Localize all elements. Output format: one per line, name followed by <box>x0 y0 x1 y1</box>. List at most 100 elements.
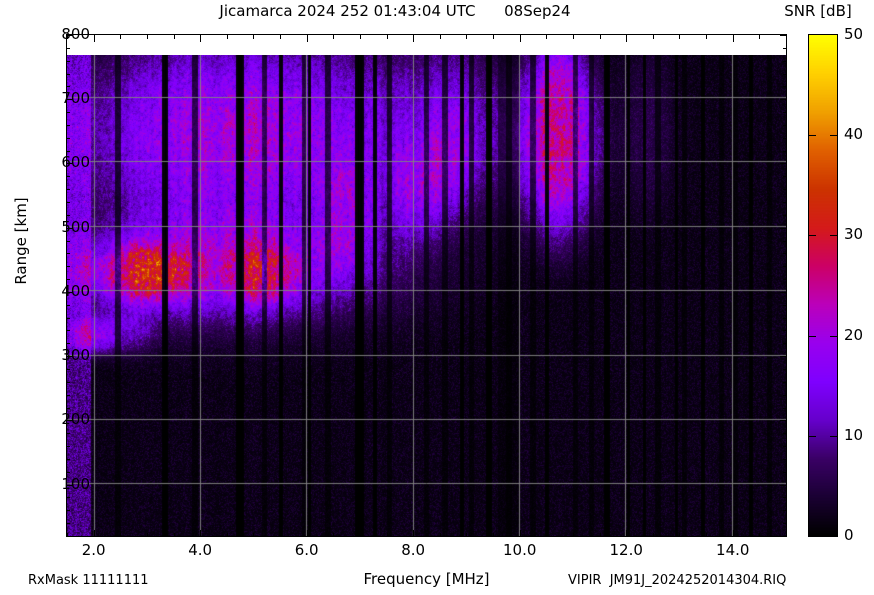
y-tick-minor <box>66 279 70 281</box>
y-tick-mark <box>780 99 787 101</box>
y-tick-minor <box>783 510 787 512</box>
colorbar-gradient <box>809 35 837 536</box>
y-tick-mark <box>66 356 73 358</box>
y-tick-minor <box>783 446 787 448</box>
y-tick-minor <box>66 112 70 114</box>
y-tick-minor <box>783 112 787 114</box>
y-tick-minor <box>66 86 70 88</box>
y-tick-minor <box>783 137 787 139</box>
x-tick-minor <box>173 35 175 39</box>
y-tick-mark <box>780 291 787 293</box>
x-tick-minor <box>439 533 441 537</box>
x-tick-mark <box>732 35 734 42</box>
y-tick-mark <box>66 227 73 229</box>
y-tick-minor <box>783 253 787 255</box>
colorbar[interactable] <box>808 34 838 537</box>
y-axis-label: Range [km] <box>12 197 30 285</box>
x-tick-minor <box>599 533 601 537</box>
colorbar-title: SNR [dB] <box>784 2 852 20</box>
y-tick-minor <box>783 73 787 75</box>
colorbar-tick-mark <box>830 335 837 337</box>
y-tick-mark <box>66 163 73 165</box>
y-tick-minor <box>66 317 70 319</box>
y-tick-minor <box>66 369 70 370</box>
plot-area[interactable] <box>66 34 787 537</box>
x-tick-mark <box>413 35 415 42</box>
x-tick-mark <box>93 35 95 42</box>
y-tick-label: 600 <box>61 153 90 172</box>
y-tick-mark <box>780 356 787 358</box>
colorbar-tick-label: 40 <box>844 125 864 144</box>
y-tick-mark <box>66 420 73 422</box>
x-tick-minor <box>759 533 761 537</box>
page-title: Jicamarca 2024 252 01:43:04 UTC 08Sep24 <box>219 2 571 20</box>
colorbar-tick-mark <box>809 235 816 237</box>
x-tick-minor <box>466 533 468 537</box>
x-tick-label: 14.0 <box>716 541 750 559</box>
y-tick-mark <box>66 35 73 36</box>
y-tick-minor <box>66 60 70 62</box>
ionogram-heatmap <box>67 55 786 536</box>
x-tick-mark <box>93 530 95 537</box>
colorbar-tick-mark <box>830 435 837 437</box>
y-tick-label: 100 <box>61 474 90 493</box>
x-tick-label: 4.0 <box>188 541 213 559</box>
x-tick-minor <box>386 533 388 537</box>
y-tick-minor <box>783 523 787 525</box>
x-tick-mark <box>626 530 628 537</box>
x-tick-minor <box>386 35 388 39</box>
y-tick-mark <box>66 484 73 486</box>
y-tick-mark <box>66 99 73 101</box>
y-tick-minor <box>783 471 787 473</box>
y-tick-minor <box>66 510 70 512</box>
x-tick-minor <box>280 533 282 537</box>
y-tick-minor <box>66 176 70 178</box>
y-tick-minor <box>66 497 70 499</box>
y-tick-minor <box>66 458 70 460</box>
y-tick-minor <box>783 279 787 281</box>
x-tick-minor <box>706 533 708 537</box>
y-tick-minor <box>783 189 787 191</box>
y-tick-minor <box>783 433 787 435</box>
y-tick-minor <box>66 266 70 268</box>
y-tick-minor <box>783 202 787 203</box>
y-tick-label: 200 <box>61 410 90 429</box>
x-tick-minor <box>493 533 495 537</box>
y-tick-mark <box>780 227 787 229</box>
x-tick-minor <box>226 533 228 537</box>
y-tick-minor <box>66 394 70 396</box>
x-tick-minor <box>173 533 175 537</box>
y-tick-minor <box>66 73 70 75</box>
x-tick-minor <box>120 533 122 537</box>
x-tick-minor <box>759 35 761 39</box>
y-tick-minor <box>66 202 70 203</box>
y-tick-label: 700 <box>61 89 90 108</box>
y-tick-minor <box>783 330 787 332</box>
x-tick-minor <box>546 35 548 39</box>
x-tick-minor <box>146 35 148 39</box>
x-tick-label: 10.0 <box>503 541 537 559</box>
y-tick-mark <box>780 163 787 165</box>
y-tick-mark <box>780 35 787 36</box>
colorbar-tick-mark <box>830 135 837 137</box>
y-tick-minor <box>66 253 70 255</box>
y-tick-minor <box>783 394 787 396</box>
x-tick-minor <box>679 533 681 537</box>
x-tick-minor <box>439 35 441 39</box>
y-tick-minor <box>783 176 787 178</box>
x-tick-minor <box>706 35 708 39</box>
y-tick-minor <box>66 433 70 435</box>
colorbar-tick-mark <box>809 435 816 437</box>
y-tick-minor <box>783 86 787 88</box>
x-tick-minor <box>652 35 654 39</box>
x-tick-minor <box>146 533 148 537</box>
y-tick-minor <box>66 214 70 216</box>
x-tick-mark <box>519 35 521 42</box>
x-tick-label: 2.0 <box>81 541 106 559</box>
y-tick-minor <box>66 124 70 126</box>
x-tick-mark <box>200 35 202 42</box>
x-tick-minor <box>333 35 335 39</box>
x-tick-minor <box>359 35 361 39</box>
y-tick-minor <box>783 497 787 499</box>
x-tick-mark <box>306 35 308 42</box>
